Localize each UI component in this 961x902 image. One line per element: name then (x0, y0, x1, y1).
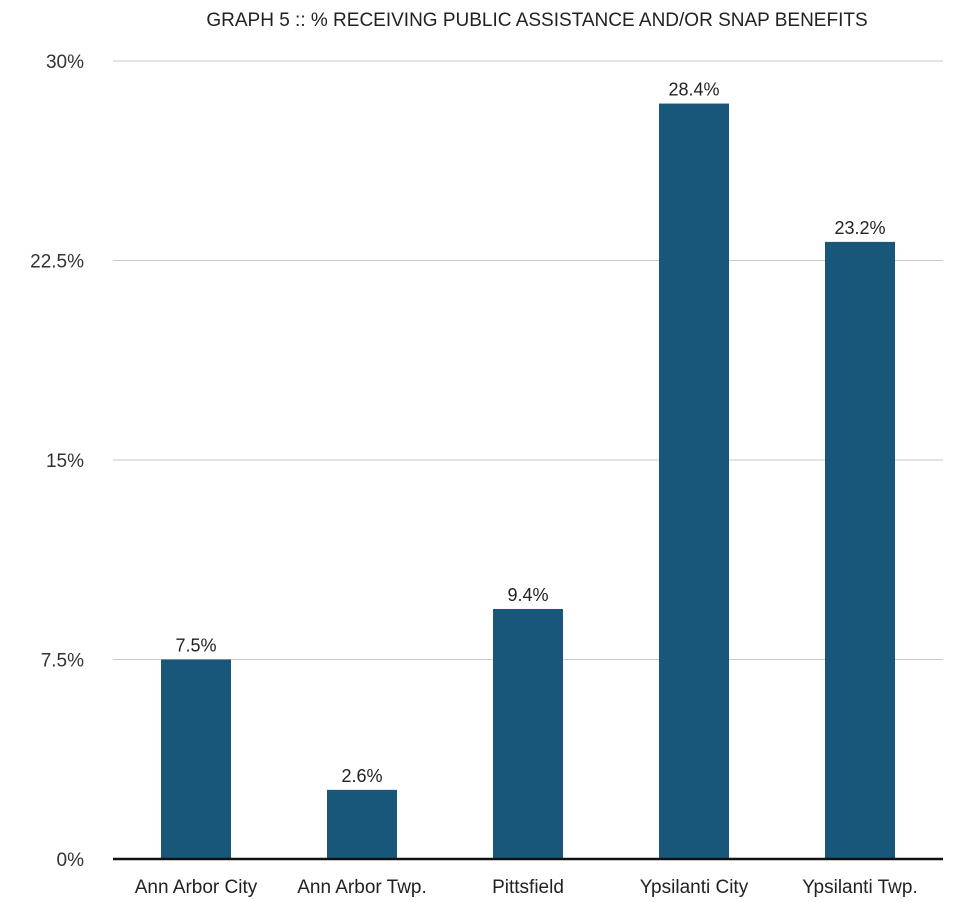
bar (825, 241, 895, 859)
data-labels: 7.5% 2.6% 9.4% 28.4% 23.2% (175, 80, 885, 786)
bar-value-label: 23.2% (834, 218, 885, 238)
bar (659, 103, 729, 859)
x-category-label: Ann Arbor Twp. (297, 877, 427, 898)
y-axis-ticks: 0% 7.5% 15% 22.5% 30% (30, 52, 84, 871)
bar (327, 789, 397, 859)
x-category-label: Ypsilanti City (640, 877, 749, 898)
bars (161, 103, 895, 859)
x-axis-labels: Ann Arbor City Ann Arbor Twp. Pittsfield Yp… (135, 877, 918, 898)
gridlines (113, 60, 943, 660)
bar (161, 659, 231, 859)
bar-value-label: 2.6% (341, 766, 382, 786)
bar-value-label: 28.4% (668, 80, 719, 100)
y-tick-label: 22.5% (30, 252, 84, 273)
y-tick-label: 30% (46, 52, 84, 73)
y-tick-label: 0% (57, 850, 85, 871)
bar-value-label: 9.4% (507, 585, 548, 605)
bar-value-label: 7.5% (175, 636, 216, 656)
x-category-label: Ann Arbor City (135, 877, 258, 898)
y-tick-label: 7.5% (41, 651, 84, 672)
chart-title: GRAPH 5 :: % RECEIVING PUBLIC ASSISTANCE… (206, 10, 867, 31)
x-category-label: Pittsfield (492, 877, 564, 898)
bar (493, 608, 563, 859)
x-category-label: Ypsilanti Twp. (802, 877, 917, 898)
y-tick-label: 15% (46, 451, 84, 472)
